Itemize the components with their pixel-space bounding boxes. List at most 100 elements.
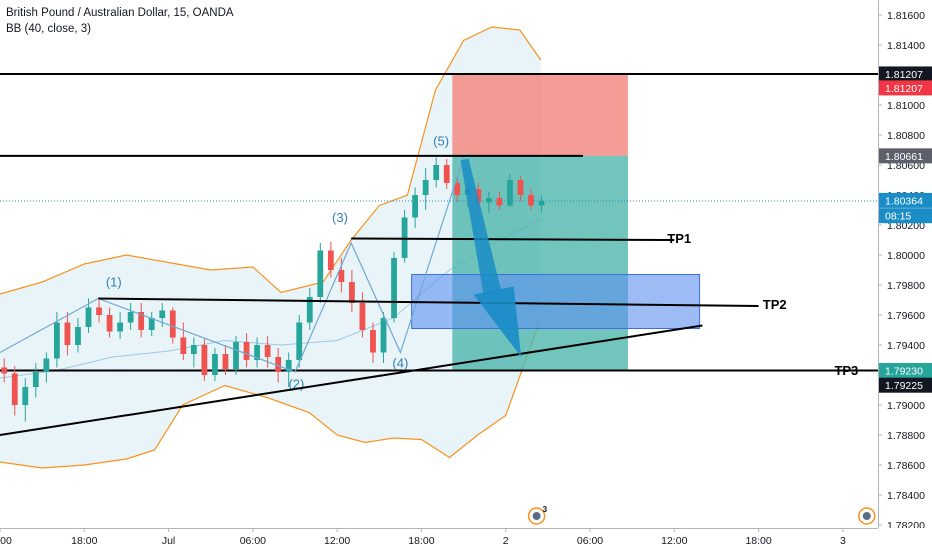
candle-body — [212, 354, 218, 375]
candle-body — [422, 180, 429, 195]
candle-body — [64, 322, 71, 345]
candle-body — [180, 337, 187, 354]
time-tick-label: 12:00 — [661, 535, 687, 547]
candle-body — [32, 372, 39, 387]
candle-body — [380, 318, 387, 353]
candle-body — [159, 310, 166, 318]
price-label-bg — [879, 377, 932, 393]
candle-body — [528, 195, 534, 206]
price-label: 1.79230 — [885, 366, 923, 378]
arrow-head — [473, 286, 522, 357]
price-tick-label: 1.81400 — [887, 40, 925, 52]
candle-body — [359, 303, 366, 330]
price-label: 1.81207 — [885, 69, 923, 81]
candle-body — [117, 322, 124, 332]
price-labels: 1.81207 1.81207 1.80661 1.80364 08:15 1.79230… — [879, 66, 932, 393]
candle-body — [169, 310, 176, 338]
trend-line[interactable] — [351, 237, 675, 241]
candle-body — [138, 312, 145, 330]
time-tick-label: 18:00 — [408, 535, 434, 547]
price-label: 1.79225 — [885, 380, 923, 392]
price-tick-label: 1.81000 — [887, 100, 925, 112]
zone-stop[interactable] — [452, 73, 628, 156]
candle-body — [412, 195, 419, 218]
price-tick-label: 1.80800 — [887, 130, 925, 142]
price-label-bg — [879, 363, 932, 378]
candle-body — [148, 318, 155, 330]
chart-legend: British Pound / Australian Dollar, 15, O… — [6, 5, 234, 37]
candle-body — [296, 322, 303, 360]
candle-body — [53, 322, 60, 359]
candle-body — [370, 330, 376, 353]
candle-body — [317, 250, 324, 297]
event-dot-icon — [532, 512, 541, 520]
arrow-shaft — [460, 158, 502, 296]
candle-body — [243, 342, 250, 360]
zone-demand[interactable] — [411, 274, 701, 329]
price-label-bg — [879, 192, 932, 208]
tp-label: TP2 — [763, 297, 787, 312]
candle-body — [517, 180, 524, 195]
price-tick-label: 1.78800 — [887, 430, 925, 442]
price-tick-label: 1.78400 — [887, 490, 925, 502]
wave-label: (5) — [433, 134, 449, 149]
bb-lower-band — [0, 317, 542, 469]
candle-body — [222, 354, 229, 369]
candle-body — [538, 201, 545, 206]
wave-label: (3) — [332, 210, 348, 225]
trend-lines: TP1 TP2 TP3 — [0, 231, 858, 436]
price-tick-label: 1.78600 — [887, 460, 925, 472]
price-label: 1.80661 — [885, 151, 923, 163]
forecast-arrow — [460, 158, 522, 357]
price-tick-label: 1.80000 — [887, 250, 925, 262]
wave-label: (4) — [392, 356, 408, 371]
trend-line[interactable] — [0, 324, 703, 436]
candle-body — [1, 367, 8, 374]
candle-body — [43, 358, 50, 372]
candle-body — [349, 282, 355, 303]
candles — [1, 157, 545, 422]
price-tick-label: 1.79800 — [887, 280, 925, 292]
time-tick-label: 12:00 — [324, 535, 350, 547]
candle-body — [75, 327, 81, 345]
position-zones — [411, 73, 701, 371]
candle-body — [338, 270, 345, 282]
candle-body — [96, 307, 102, 315]
candle-body — [327, 250, 334, 270]
candle-body — [306, 297, 313, 323]
price-tick-label: 1.81600 — [887, 10, 925, 22]
bb-fill — [0, 27, 541, 468]
candle-body — [190, 345, 197, 354]
candle-body — [22, 387, 29, 405]
time-tick-label: 06:00 — [577, 535, 603, 547]
candle-body — [275, 357, 282, 372]
candle-body — [127, 312, 134, 323]
wave-label: (1) — [106, 275, 122, 290]
event-dot-icon — [862, 512, 871, 520]
candle-body — [496, 198, 503, 206]
symbol-title: British Pound / Australian Dollar, 15, O… — [6, 7, 234, 19]
time-tick-label: 06:00 — [240, 535, 266, 547]
time-tick-label: Jul — [162, 535, 175, 547]
candle-body — [264, 345, 271, 357]
time-tick-label: 18:00 — [745, 535, 771, 547]
price-tick-label: 1.79000 — [887, 400, 925, 412]
candle-body — [233, 342, 239, 369]
trend-line[interactable] — [98, 297, 759, 307]
time-axis-bg[interactable] — [0, 528, 932, 550]
price-label-bg — [879, 208, 932, 224]
candle-body — [454, 183, 461, 195]
candle-body — [85, 307, 92, 327]
time-tick-label: 18:00 — [71, 535, 97, 547]
price-tick-label: 1.79400 — [887, 340, 925, 352]
price-tick-label: 1.79600 — [887, 310, 925, 322]
candle-body — [433, 165, 440, 180]
candle-body — [485, 198, 492, 203]
price-label: 1.81207 — [885, 83, 923, 95]
wave-path[interactable] — [0, 157, 465, 373]
time-tick-label: 2 — [503, 535, 509, 547]
time-tick-label: 3 — [840, 535, 846, 547]
candle-body — [201, 345, 208, 375]
